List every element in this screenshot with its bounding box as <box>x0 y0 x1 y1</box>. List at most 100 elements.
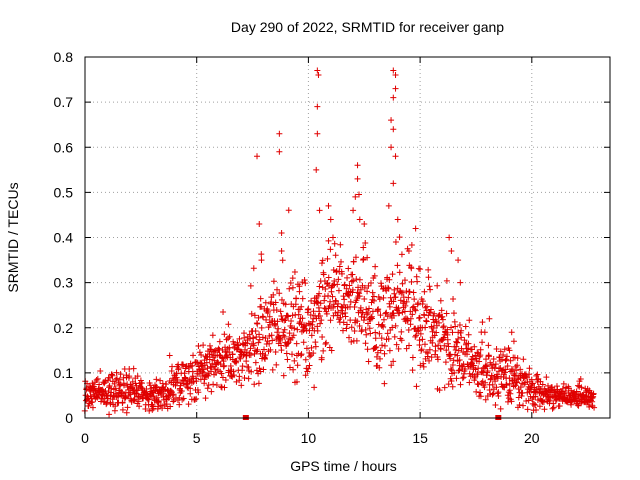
data-point <box>311 384 318 391</box>
data-point <box>425 312 432 319</box>
data-point <box>334 281 341 288</box>
data-point <box>335 309 342 316</box>
data-point <box>473 388 480 395</box>
data-point <box>477 389 484 396</box>
data-point <box>409 354 416 361</box>
data-point <box>233 357 240 364</box>
data-point <box>435 319 442 326</box>
data-point <box>412 225 419 232</box>
data-point <box>366 325 373 332</box>
data-point <box>200 366 207 373</box>
data-point <box>334 312 341 319</box>
data-point <box>258 324 265 331</box>
data-point <box>257 295 264 302</box>
data-point <box>554 386 561 393</box>
data-point <box>250 342 257 349</box>
data-point <box>517 366 524 373</box>
data-point <box>286 364 293 371</box>
data-point <box>88 395 95 402</box>
data-point <box>274 329 281 336</box>
data-point <box>440 334 447 341</box>
data-point <box>507 357 514 364</box>
data-point <box>101 379 108 386</box>
data-point <box>411 306 418 313</box>
data-point <box>325 274 332 281</box>
data-point <box>300 339 307 346</box>
data-point <box>469 356 476 363</box>
data-point <box>493 384 500 391</box>
data-point <box>492 401 499 408</box>
data-point <box>260 366 267 373</box>
data-point <box>396 310 403 317</box>
data-point <box>332 252 339 259</box>
data-point <box>189 362 196 369</box>
data-point <box>195 363 202 370</box>
data-point <box>470 362 477 369</box>
data-point <box>574 402 581 409</box>
data-point <box>364 320 371 327</box>
data-point <box>417 330 424 337</box>
data-point <box>299 295 306 302</box>
data-point <box>250 334 257 341</box>
data-point <box>340 319 347 326</box>
data-point <box>461 337 468 344</box>
data-point <box>298 303 305 310</box>
data-point <box>376 330 383 337</box>
data-point <box>433 329 440 336</box>
data-point <box>356 322 363 329</box>
data-point <box>262 352 269 359</box>
data-point <box>358 313 365 320</box>
data-point <box>465 340 472 347</box>
data-point <box>155 398 162 405</box>
data-point <box>369 296 376 303</box>
data-point <box>414 278 421 285</box>
data-point <box>426 346 433 353</box>
data-point <box>449 329 456 336</box>
data-point <box>319 257 326 264</box>
data-point <box>437 346 444 353</box>
data-point <box>489 391 496 398</box>
data-point <box>573 388 580 395</box>
data-point <box>303 345 310 352</box>
data-point <box>187 390 194 397</box>
data-point <box>448 248 455 255</box>
data-point <box>365 282 372 289</box>
data-point <box>131 396 138 403</box>
data-point <box>292 301 299 308</box>
data-point <box>533 372 540 379</box>
data-point <box>448 378 455 385</box>
data-point <box>556 403 563 410</box>
data-point <box>348 324 355 331</box>
data-point <box>506 387 513 394</box>
data-point <box>416 315 423 322</box>
data-point <box>226 333 233 340</box>
data-point <box>266 340 273 347</box>
data-point <box>109 372 116 379</box>
data-point <box>272 299 279 306</box>
data-point <box>591 404 598 411</box>
data-point <box>515 394 522 401</box>
points-layer <box>81 67 598 420</box>
data-point <box>230 341 237 348</box>
data-point <box>420 360 427 367</box>
data-point <box>193 395 200 402</box>
data-point <box>253 333 260 340</box>
data-point <box>394 262 401 269</box>
data-point <box>416 337 423 344</box>
data-point <box>304 368 311 375</box>
data-point <box>296 283 303 290</box>
data-point <box>276 148 283 155</box>
data-point <box>167 403 174 410</box>
data-point <box>458 334 465 341</box>
data-point <box>318 260 325 267</box>
data-point <box>239 363 246 370</box>
y-tick-label: 0.7 <box>54 94 74 110</box>
data-point <box>285 207 292 214</box>
data-point <box>453 343 460 350</box>
data-point <box>367 314 374 321</box>
data-point <box>274 286 281 293</box>
data-point <box>328 288 335 295</box>
data-point <box>424 350 431 357</box>
data-point <box>225 321 232 328</box>
data-point <box>427 309 434 316</box>
